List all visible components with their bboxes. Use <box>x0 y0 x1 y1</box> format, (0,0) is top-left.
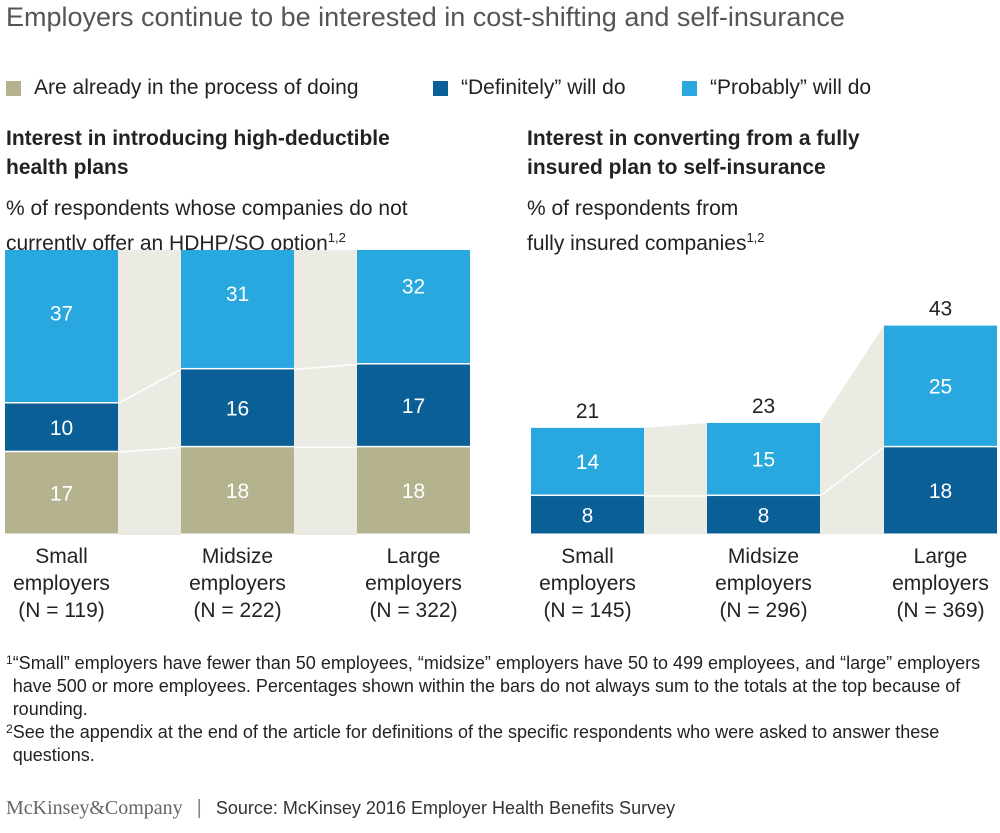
data-label-self-insurance-large-probably: 25 <box>929 375 952 398</box>
left-subtitle-line1: Interest in introducing high-deductible <box>6 127 390 150</box>
category-label-self-insurance-midsize-line1: Midsize <box>728 545 799 568</box>
footnote-1-text: “Small” employers have fewer than 50 emp… <box>12 653 981 719</box>
legend-swatch-probably <box>682 80 697 96</box>
data-label-self-insurance-large-definitely: 18 <box>929 480 952 503</box>
footnote-2-mark: 2 <box>6 722 13 736</box>
connector-hdhp-2 <box>294 250 357 535</box>
category-label-hdhp-midsize-line2: employers <box>189 572 286 595</box>
bar-hdhp-small-definitely <box>5 403 118 451</box>
chart-title: Employers continue to be interested in c… <box>6 2 845 32</box>
data-label-hdhp-small-definitely: 10 <box>50 417 73 440</box>
footnotes: 1 “Small” employers have fewer than 50 e… <box>6 652 996 767</box>
data-label-hdhp-small-probably: 37 <box>50 302 73 325</box>
total-label-self-insurance-midsize: 23 <box>752 395 775 418</box>
bar-self-insurance-midsize-probably <box>707 422 820 495</box>
bar-hdhp-large-probably <box>357 250 470 364</box>
connector-line-hdhp-1-1 <box>117 446 182 453</box>
category-label-hdhp-large-line2: employers <box>365 572 462 595</box>
data-label-hdhp-large-in-process: 18 <box>402 480 425 503</box>
right-panel-unit: % of respondents from fully insured comp… <box>527 194 765 258</box>
bar-self-insurance-midsize-definitely <box>707 496 820 534</box>
category-label-self-insurance-midsize-line3: (N = 296) <box>719 599 807 622</box>
category-label-self-insurance-small-line3: (N = 145) <box>543 599 631 622</box>
connector-hdhp-1 <box>118 250 181 535</box>
left-panel-unit: % of respondents whose companies do not … <box>6 194 408 258</box>
footnote-1: 1 “Small” employers have fewer than 50 e… <box>6 652 996 721</box>
connector-line-hdhp-2-2 <box>293 363 358 371</box>
legend-item-probably: “Probably” will do <box>682 76 871 100</box>
footer-separator: | <box>196 797 202 819</box>
brand-logo-text: McKinsey&Company <box>6 797 183 819</box>
category-label-self-insurance-midsize-line2: employers <box>715 572 812 595</box>
category-label-hdhp-midsize-line1: Midsize <box>202 545 273 568</box>
right-unit-line2: fully insured companies <box>527 232 747 255</box>
left-subtitle-line2: health plans <box>6 156 129 179</box>
category-label-hdhp-large-line3: (N = 322) <box>369 599 457 622</box>
stacked-bar-charts: 17103764Smallemployers(N = 119)18163165M… <box>5 250 997 622</box>
right-panel-subtitle: Interest in converting from a fully insu… <box>527 124 860 182</box>
category-label-self-insurance-large-line2: employers <box>892 572 989 595</box>
category-label-hdhp-small-line3: (N = 119) <box>18 599 105 622</box>
right-unit-footnote-ref: 1,2 <box>746 230 765 245</box>
data-label-self-insurance-small-definitely: 8 <box>582 505 594 528</box>
data-label-hdhp-midsize-probably: 31 <box>226 283 249 306</box>
left-unit-footnote-ref: 1,2 <box>327 230 346 245</box>
bar-self-insurance-small-definitely <box>531 496 644 534</box>
data-label-hdhp-small-in-process: 17 <box>50 483 73 506</box>
connector-line-self-insurance-2-2 <box>819 446 885 497</box>
category-label-self-insurance-small-line1: Small <box>561 545 614 568</box>
right-subtitle-line1: Interest in converting from a fully <box>527 127 860 150</box>
legend-item-in-process: Are already in the process of doing <box>6 76 359 100</box>
category-label-hdhp-small-line2: employers <box>13 572 110 595</box>
category-label-self-insurance-large-line1: Large <box>914 545 968 568</box>
bar-hdhp-large-in-process <box>357 447 470 534</box>
category-label-self-insurance-large-line3: (N = 369) <box>896 599 984 622</box>
legend-label-definitely: “Definitely” will do <box>461 76 626 99</box>
footnote-1-mark: 1 <box>6 653 13 667</box>
data-label-hdhp-midsize-definitely: 16 <box>226 397 249 420</box>
bar-hdhp-midsize-definitely <box>181 369 294 446</box>
legend-label-probably: “Probably” will do <box>710 76 872 99</box>
data-label-hdhp-large-definitely: 17 <box>402 395 425 418</box>
data-label-hdhp-midsize-in-process: 18 <box>226 480 249 503</box>
source-text: Source: McKinsey 2016 Employer Health Be… <box>215 798 676 818</box>
category-label-hdhp-midsize-line3: (N = 222) <box>193 599 281 622</box>
bar-self-insurance-small-probably <box>531 427 644 495</box>
footer: McKinsey&Company | Source: McKinsey 2016… <box>6 797 675 820</box>
bar-self-insurance-large-definitely <box>884 447 997 534</box>
bar-hdhp-large-definitely <box>357 364 470 446</box>
right-unit-line1: % of respondents from <box>527 197 739 220</box>
left-panel-subtitle: Interest in introducing high-deductible … <box>6 124 390 182</box>
total-label-self-insurance-large: 43 <box>929 298 952 321</box>
data-label-self-insurance-midsize-definitely: 8 <box>758 505 770 528</box>
data-label-self-insurance-midsize-probably: 15 <box>752 449 775 472</box>
bar-hdhp-small-in-process <box>5 452 118 534</box>
bar-self-insurance-large-probably <box>884 325 997 446</box>
right-subtitle-line2: insured plan to self-insurance <box>527 156 826 179</box>
legend-item-definitely: “Definitely” will do <box>433 76 626 100</box>
category-label-hdhp-large-line1: Large <box>387 545 441 568</box>
left-unit-line1: % of respondents whose companies do not <box>6 197 408 220</box>
bar-hdhp-midsize-probably <box>181 250 294 368</box>
footnote-2: 2 See the appendix at the end of the art… <box>6 721 996 767</box>
legend: Are already in the process of doing “Def… <box>6 76 996 106</box>
total-label-self-insurance-small: 21 <box>576 400 599 423</box>
legend-label-in-process: Are already in the process of doing <box>34 76 359 99</box>
connector-self-insurance-2 <box>820 325 884 535</box>
connector-line-hdhp-1-2 <box>117 368 182 405</box>
legend-swatch-definitely <box>433 80 448 96</box>
footnote-2-text: See the appendix at the end of the artic… <box>12 722 940 765</box>
connector-self-insurance-1 <box>644 422 707 535</box>
data-label-self-insurance-small-probably: 14 <box>576 451 600 474</box>
bar-hdhp-midsize-in-process <box>181 447 294 534</box>
category-label-self-insurance-small-line2: employers <box>539 572 636 595</box>
category-label-hdhp-small-line1: Small <box>35 545 88 568</box>
legend-swatch-in-process <box>6 80 21 96</box>
bar-hdhp-small-probably <box>5 250 118 403</box>
data-label-hdhp-large-probably: 32 <box>402 276 425 299</box>
